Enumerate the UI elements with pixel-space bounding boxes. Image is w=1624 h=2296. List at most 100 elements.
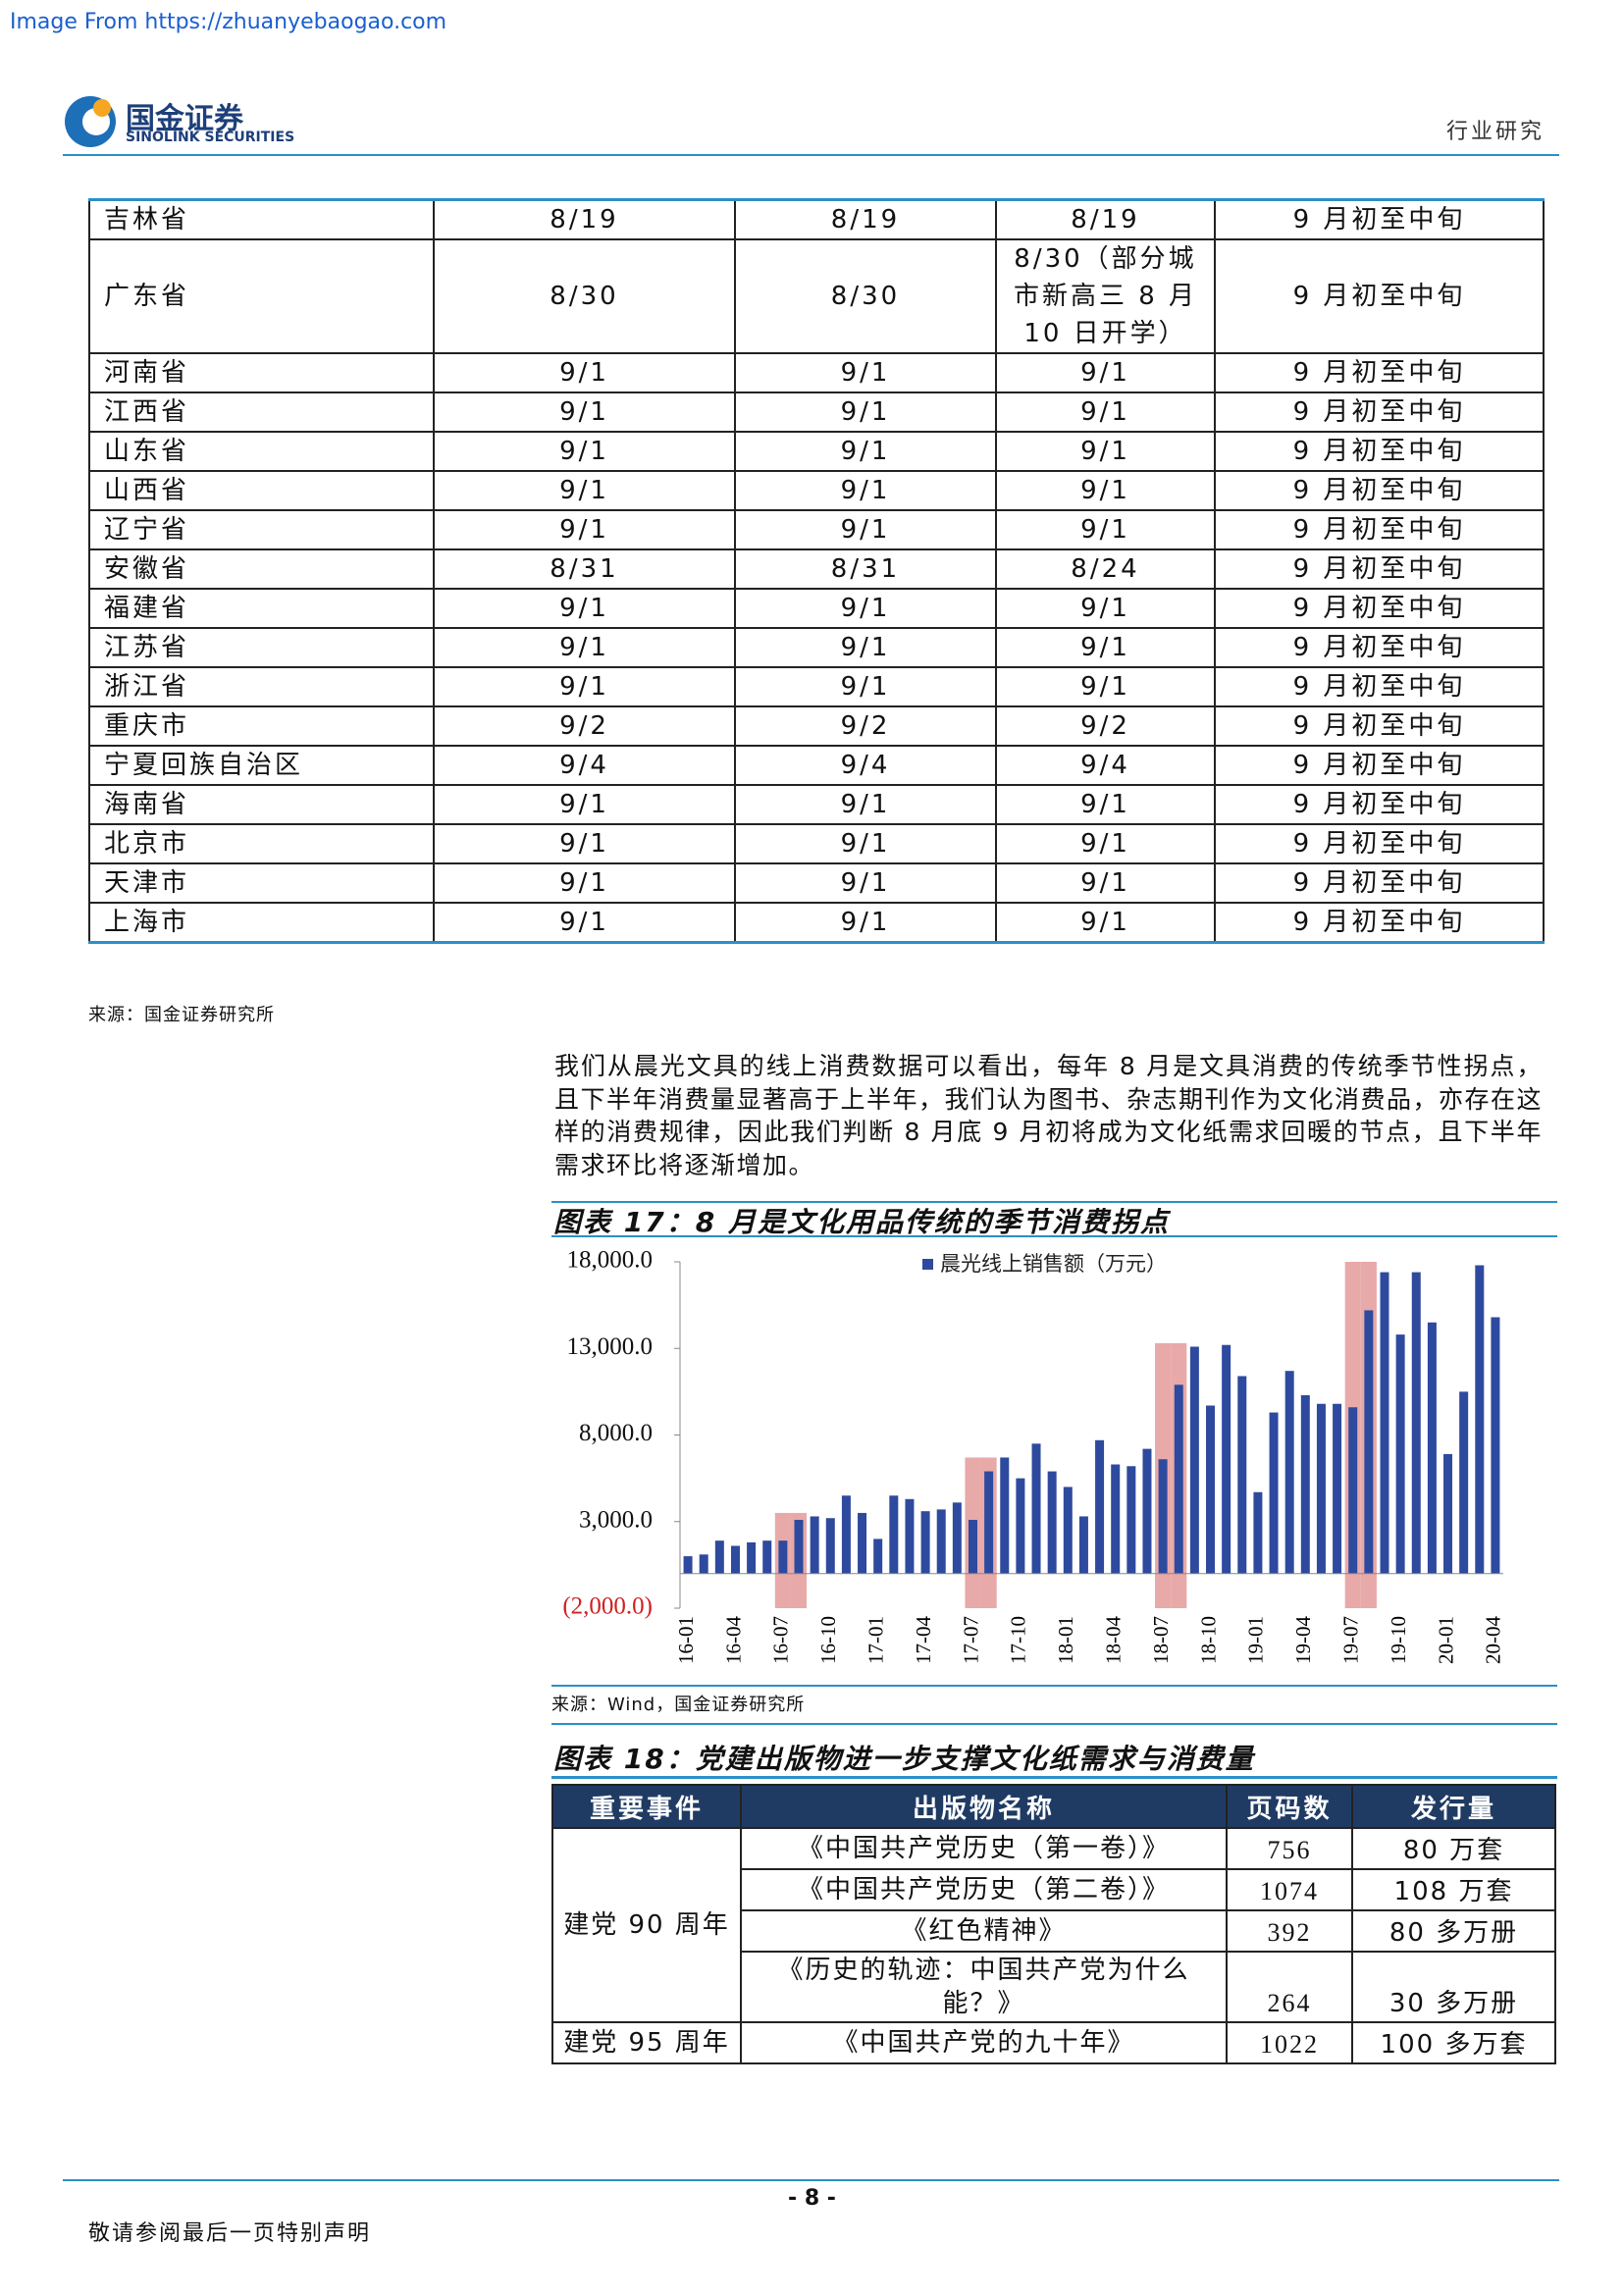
bar bbox=[1158, 1459, 1168, 1574]
bar bbox=[1206, 1405, 1216, 1574]
table-cell: 9 月初至中旬 bbox=[1214, 627, 1545, 668]
table-cell: 辽宁省 bbox=[88, 509, 435, 550]
x-tick-label: 17-10 bbox=[1007, 1616, 1030, 1664]
table-cell: 9/1 bbox=[433, 352, 736, 393]
table-cell: 9/1 bbox=[995, 509, 1216, 550]
table-cell: 北京市 bbox=[88, 823, 435, 864]
table-cell: 8/31 bbox=[734, 548, 997, 590]
table-cell: 山西省 bbox=[88, 470, 435, 511]
table-row: 山西省 9/1 9/1 9/1 9 月初至中旬 bbox=[88, 470, 1545, 511]
table-cell: 9/1 bbox=[433, 509, 736, 550]
page-number: - 8 - bbox=[788, 2186, 836, 2211]
x-tick-label: 16-01 bbox=[674, 1616, 698, 1664]
x-tick-label: 19-07 bbox=[1339, 1616, 1363, 1664]
bar bbox=[1016, 1478, 1025, 1574]
table-row: 《中国共产党历史（第二卷）》 1074 108 万套 bbox=[552, 1868, 1556, 1911]
bar bbox=[1427, 1322, 1437, 1574]
table-row: 广东省 8/30 8/30 8/30（部分城市新高三 8 月 10 日开学） 9 月初至… bbox=[88, 238, 1545, 354]
bar bbox=[1316, 1403, 1326, 1574]
table-cell: 重庆市 bbox=[88, 705, 435, 747]
schedule-table: 吉林省 8/19 8/19 8/19 9 月初至中旬 广东省 8/30 8/30 8/30（部分… bbox=[88, 198, 1545, 944]
circulation-cell: 80 万套 bbox=[1351, 1827, 1556, 1870]
bar bbox=[952, 1502, 962, 1574]
pages-cell: 1022 bbox=[1226, 2021, 1353, 2064]
logo-en: SINOLINK SECURITIES bbox=[126, 130, 295, 145]
body-paragraph: 我们从晨光文具的线上消费数据可以看出，每年 8 月是文具消费的传统季节性拐点，且… bbox=[554, 1052, 1544, 1179]
table-cell: 8/19 bbox=[433, 199, 736, 240]
header-rule bbox=[63, 154, 1559, 156]
x-tick-label: 17-04 bbox=[912, 1616, 935, 1664]
bar bbox=[1459, 1391, 1469, 1574]
bar bbox=[762, 1540, 772, 1574]
x-tick-label: 17-01 bbox=[864, 1616, 887, 1664]
y-tick-label: 8,000.0 bbox=[579, 1420, 653, 1446]
table-row: 建党 90 周年 《中国共产党历史（第一卷）》 756 80 万套 bbox=[551, 1827, 1556, 2023]
y-tick-label: 3,000.0 bbox=[579, 1506, 653, 1533]
table-row: 上海市 9/1 9/1 9/1 9 月初至中旬 bbox=[88, 902, 1545, 943]
table-cell: 8/19 bbox=[734, 199, 997, 240]
x-tick-label: 19-04 bbox=[1291, 1616, 1315, 1664]
table-cell: 9 月初至中旬 bbox=[1214, 548, 1545, 590]
table-row: 北京市 9/1 9/1 9/1 9 月初至中旬 bbox=[88, 823, 1545, 864]
table-row: 建党 95 周年 《中国共产党的九十年》 1022 100 多万套 bbox=[551, 2021, 1556, 2064]
table-cell: 天津市 bbox=[88, 862, 435, 904]
table-cell: 9/1 bbox=[995, 470, 1216, 511]
table-row: 吉林省 8/19 8/19 8/19 9 月初至中旬 bbox=[88, 199, 1545, 240]
x-tick-label: 16-07 bbox=[769, 1616, 793, 1664]
table-cell: 9 月初至中旬 bbox=[1214, 745, 1545, 786]
title-cell: 《红色精神》 bbox=[740, 1909, 1228, 1953]
header-cell: 出版物名称 bbox=[740, 1784, 1228, 1829]
table-row: 重庆市 9/2 9/2 9/2 9 月初至中旬 bbox=[88, 705, 1545, 747]
event-cell: 建党 90 周年 bbox=[551, 1827, 742, 2023]
table-cell: 9 月初至中旬 bbox=[1214, 862, 1545, 904]
table-row: 《历史的轨迹：中国共产党为什么能？》 264 30 多万册 bbox=[552, 1951, 1556, 2023]
bar bbox=[1475, 1265, 1485, 1574]
x-tick-label: 20-01 bbox=[1434, 1616, 1457, 1664]
figure-title: 图表 17：8 月是文化用品传统的季节消费拐点 bbox=[553, 1206, 1170, 1238]
bar bbox=[1411, 1272, 1421, 1574]
table-cell: 9/1 bbox=[734, 391, 997, 433]
x-tick-label: 18-07 bbox=[1149, 1616, 1173, 1664]
bar bbox=[1284, 1371, 1294, 1574]
x-tick-label: 19-01 bbox=[1244, 1616, 1268, 1664]
table-cell: 8/31 bbox=[433, 548, 736, 590]
table-cell: 9 月初至中旬 bbox=[1214, 588, 1545, 629]
logo-cn: 国金证券 bbox=[126, 102, 243, 136]
legend-swatch bbox=[922, 1259, 933, 1270]
disclaimer: 敬请参阅最后一页特别声明 bbox=[88, 2221, 372, 2246]
table-cell: 8/30 bbox=[734, 238, 997, 354]
table-cell: 8/19 bbox=[995, 199, 1216, 240]
bar bbox=[1031, 1443, 1041, 1574]
table-cell: 9/1 bbox=[995, 352, 1216, 393]
publication-table: 重要事件 出版物名称 页码数 发行量 建党 90 周年 《中国共产党历史（第一卷）》 756… bbox=[551, 1784, 1556, 2064]
table-row: 河南省 9/1 9/1 9/1 9 月初至中旬 bbox=[88, 352, 1545, 393]
table-cell: 9/1 bbox=[995, 627, 1216, 668]
table-cell: 9 月初至中旬 bbox=[1214, 431, 1545, 472]
circulation-cell: 100 多万套 bbox=[1351, 2021, 1556, 2064]
table-cell: 9 月初至中旬 bbox=[1214, 784, 1545, 825]
table-cell: 9/4 bbox=[995, 745, 1216, 786]
bar bbox=[1364, 1310, 1374, 1574]
bar bbox=[889, 1495, 899, 1574]
table-cell: 吉林省 bbox=[88, 199, 435, 240]
bar bbox=[1237, 1376, 1247, 1574]
table-cell: 9/1 bbox=[433, 666, 736, 707]
table-cell: 9/4 bbox=[734, 745, 997, 786]
bar bbox=[858, 1512, 867, 1574]
bar bbox=[1047, 1471, 1057, 1574]
table-cell: 9/1 bbox=[995, 902, 1216, 943]
table-cell: 9/1 bbox=[433, 823, 736, 864]
bar bbox=[1078, 1516, 1088, 1574]
table-cell: 9/2 bbox=[995, 705, 1216, 747]
bar bbox=[810, 1516, 819, 1574]
bar bbox=[1348, 1407, 1358, 1574]
title-cell: 《中国共产党历史（第二卷）》 bbox=[740, 1868, 1228, 1911]
table-cell: 9/1 bbox=[433, 391, 736, 433]
table-cell: 9/1 bbox=[995, 588, 1216, 629]
bar bbox=[936, 1509, 946, 1574]
table-row: 福建省 9/1 9/1 9/1 9 月初至中旬 bbox=[88, 588, 1545, 629]
circulation-cell: 108 万套 bbox=[1351, 1868, 1556, 1911]
figure-rule bbox=[551, 1235, 1557, 1237]
header-cell: 重要事件 bbox=[551, 1784, 742, 1829]
